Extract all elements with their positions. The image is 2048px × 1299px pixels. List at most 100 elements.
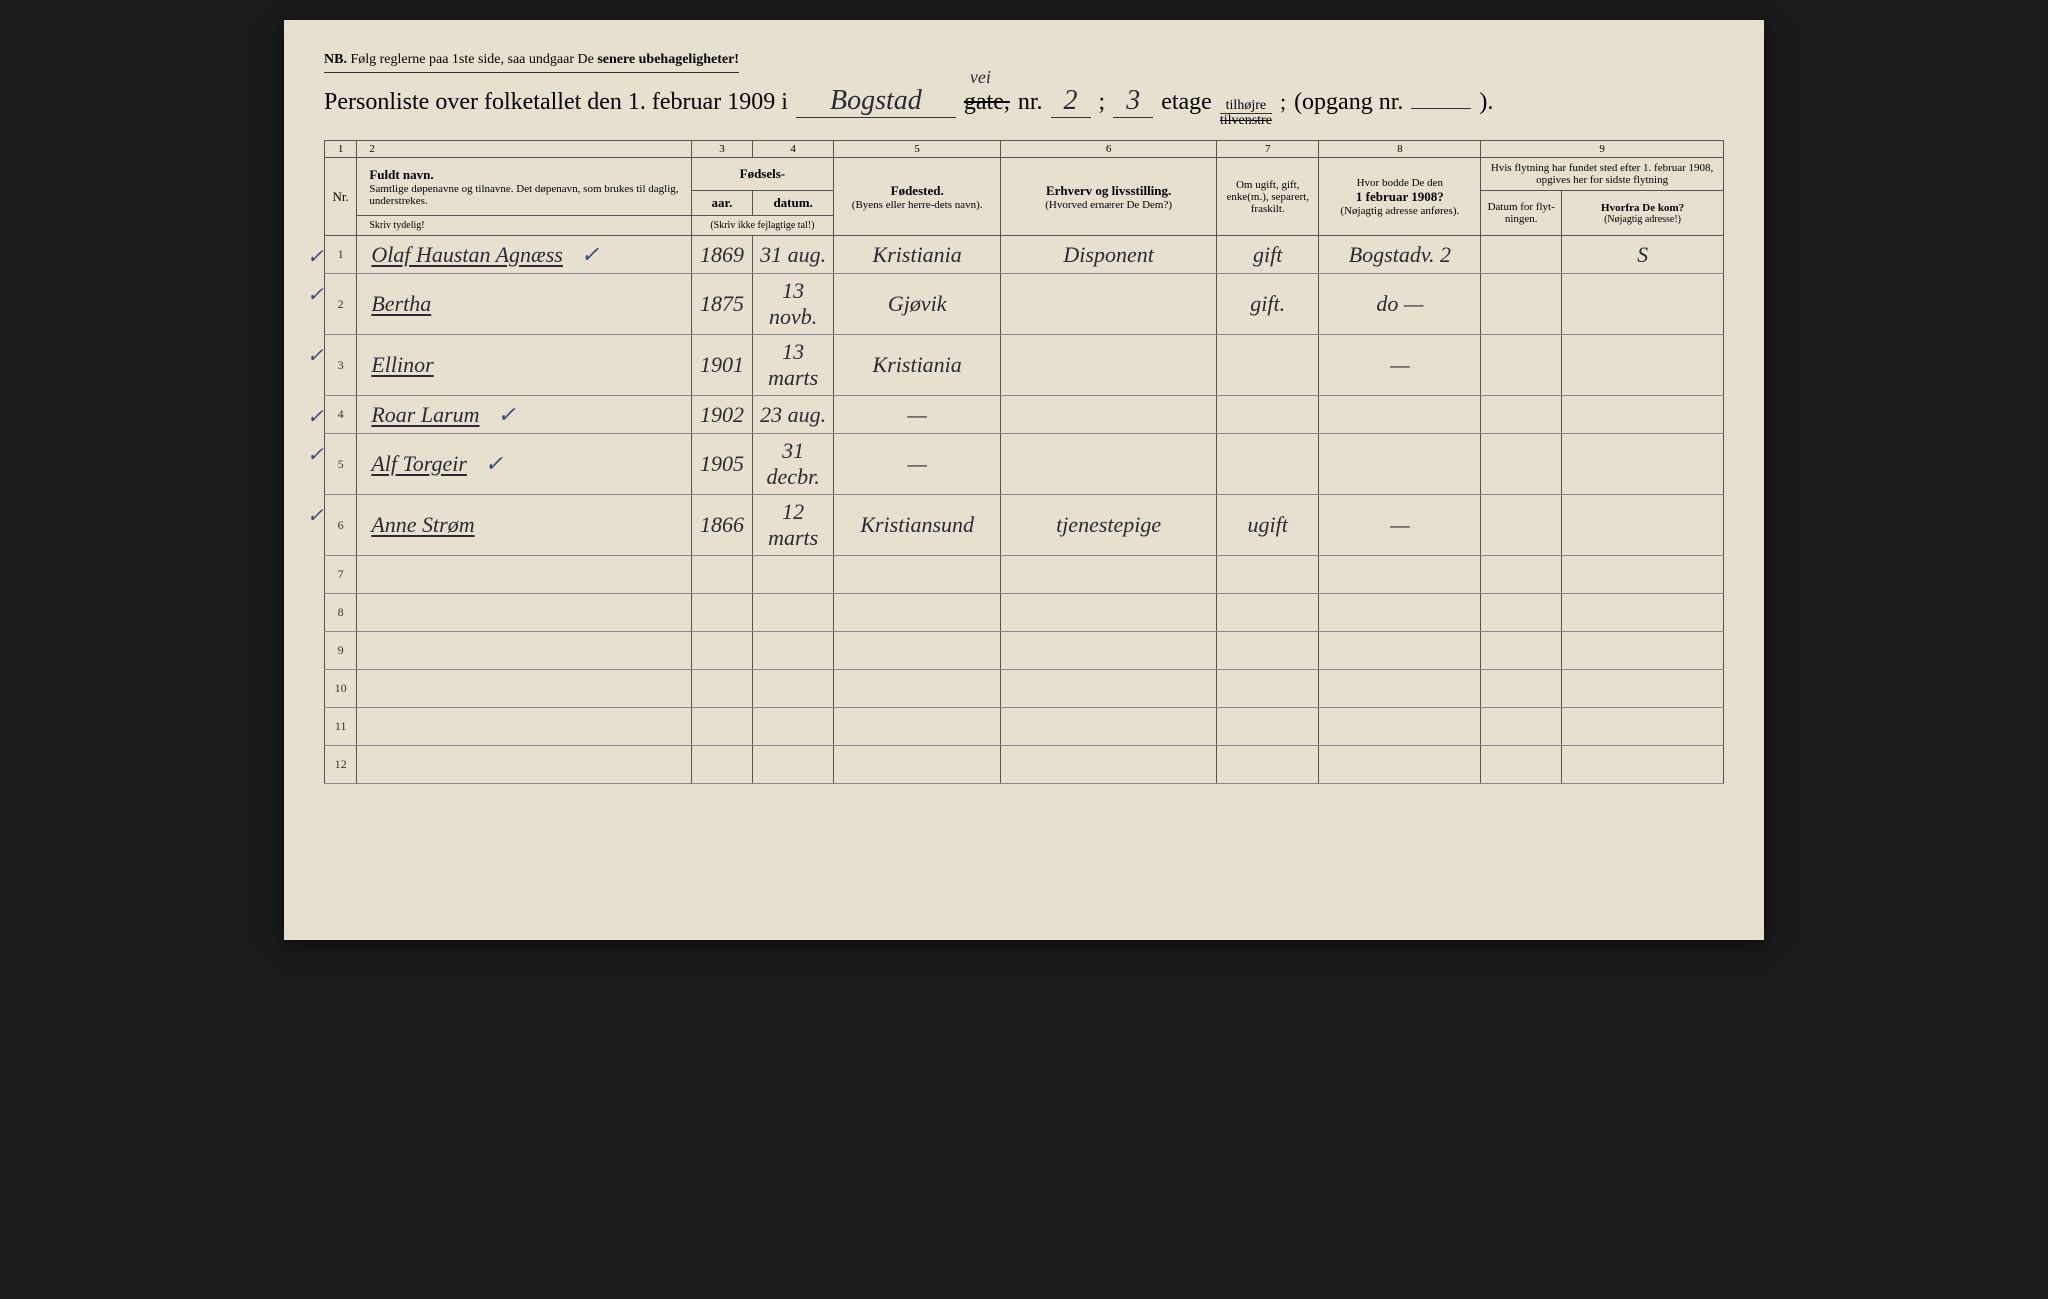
row-year bbox=[691, 670, 752, 708]
row-marital bbox=[1216, 670, 1318, 708]
colnum-5: 5 bbox=[834, 141, 1001, 158]
row-marital bbox=[1216, 632, 1318, 670]
header-name-hint: Skriv tydelig! bbox=[357, 216, 691, 236]
row-nr: 7 bbox=[325, 556, 357, 594]
row-date bbox=[753, 556, 834, 594]
row-marital: gift. bbox=[1216, 274, 1318, 335]
header-birth-hint: (Skriv ikke fejlagtige tal!) bbox=[691, 216, 833, 236]
row-move_from bbox=[1562, 594, 1724, 632]
table-row: 10 bbox=[325, 670, 1724, 708]
nb-bold: senere ubehageligheter! bbox=[597, 52, 739, 67]
row-date: 13 marts bbox=[753, 335, 834, 396]
colnum-3: 3 bbox=[691, 141, 752, 158]
census-table: 1 2 3 4 5 6 7 8 9 Nr. Fuldt navn. Samtli… bbox=[324, 140, 1724, 784]
row-date bbox=[753, 632, 834, 670]
opgang-close: ). bbox=[1479, 89, 1493, 116]
header-prev-b: 1 februar 1908? bbox=[1325, 189, 1474, 205]
opgang-label: (opgang nr. bbox=[1294, 89, 1403, 116]
row-nr: ✓4 bbox=[325, 396, 357, 434]
row-birthplace: — bbox=[834, 434, 1001, 495]
row-name: Ellinor bbox=[357, 335, 691, 396]
colnum-6: 6 bbox=[1001, 141, 1217, 158]
row-move_from bbox=[1562, 708, 1724, 746]
row-nr: ✓6 bbox=[325, 495, 357, 556]
colnum-4: 4 bbox=[753, 141, 834, 158]
row-move_from bbox=[1562, 434, 1724, 495]
header-name: Fuldt navn. bbox=[369, 167, 684, 183]
colnum-1: 1 bbox=[325, 141, 357, 158]
row-year bbox=[691, 746, 752, 784]
row-move_from bbox=[1562, 632, 1724, 670]
row-move_date bbox=[1481, 236, 1562, 274]
checkmark-icon: ✓ bbox=[307, 404, 324, 429]
header-move-date: Datum for flyt-ningen. bbox=[1481, 191, 1562, 236]
etage-label: etage bbox=[1161, 89, 1212, 116]
row-move_date bbox=[1481, 274, 1562, 335]
name-checkmark-icon: ✓ bbox=[498, 402, 516, 427]
row-year bbox=[691, 708, 752, 746]
row-name: Anne Strøm bbox=[357, 495, 691, 556]
title-prefix: Personliste over folketallet den 1. febr… bbox=[324, 89, 788, 116]
row-name bbox=[357, 746, 691, 784]
row-occupation bbox=[1001, 434, 1217, 495]
row-year: 1901 bbox=[691, 335, 752, 396]
checkmark-icon: ✓ bbox=[307, 244, 324, 269]
header-nr: Nr. bbox=[325, 158, 357, 236]
row-marital bbox=[1216, 746, 1318, 784]
row-move_date bbox=[1481, 632, 1562, 670]
row-birthplace bbox=[834, 670, 1001, 708]
nb-text: Følg reglerne paa 1ste side, saa undgaar… bbox=[350, 52, 593, 67]
row-prev_addr bbox=[1319, 746, 1481, 784]
colnum-2: 2 bbox=[357, 141, 691, 158]
row-marital bbox=[1216, 335, 1318, 396]
row-year: 1902 bbox=[691, 396, 752, 434]
side-tilhojre: tilhøjre bbox=[1220, 99, 1272, 114]
row-birthplace bbox=[834, 556, 1001, 594]
opgang-value bbox=[1411, 108, 1471, 109]
semicolon: ; bbox=[1099, 89, 1106, 116]
colnum-9: 9 bbox=[1481, 141, 1724, 158]
row-year: 1866 bbox=[691, 495, 752, 556]
row-marital bbox=[1216, 434, 1318, 495]
row-year bbox=[691, 556, 752, 594]
checkmark-icon: ✓ bbox=[307, 343, 324, 368]
table-row: ✓2Bertha187513 novb.Gjøvikgift.do — bbox=[325, 274, 1724, 335]
row-date: 13 novb. bbox=[753, 274, 834, 335]
checkmark-icon: ✓ bbox=[307, 282, 324, 307]
row-birthplace: Gjøvik bbox=[834, 274, 1001, 335]
header-occupation: Erhverv og livsstilling. bbox=[1007, 183, 1210, 199]
row-marital bbox=[1216, 594, 1318, 632]
row-move_from bbox=[1562, 746, 1724, 784]
row-occupation bbox=[1001, 708, 1217, 746]
row-occupation bbox=[1001, 594, 1217, 632]
row-year: 1905 bbox=[691, 434, 752, 495]
nb-notice: NB. Følg reglerne paa 1ste side, saa und… bbox=[324, 52, 739, 73]
header-move-group: Hvis flytning har fundet sted efter 1. f… bbox=[1481, 158, 1724, 191]
row-prev_addr bbox=[1319, 556, 1481, 594]
row-occupation bbox=[1001, 670, 1217, 708]
row-birthplace: Kristiansund bbox=[834, 495, 1001, 556]
row-move_date bbox=[1481, 708, 1562, 746]
row-date: 12 marts bbox=[753, 495, 834, 556]
table-row: 11 bbox=[325, 708, 1724, 746]
row-move_from bbox=[1562, 556, 1724, 594]
row-date: 31 aug. bbox=[753, 236, 834, 274]
header-marital: Om ugift, gift, enke(m.), separert, fras… bbox=[1216, 158, 1318, 236]
row-marital bbox=[1216, 708, 1318, 746]
street-name: Bogstad bbox=[796, 85, 956, 118]
row-birthplace bbox=[834, 594, 1001, 632]
row-prev_addr bbox=[1319, 434, 1481, 495]
row-nr: ✓3 bbox=[325, 335, 357, 396]
row-date: 23 aug. bbox=[753, 396, 834, 434]
header-year: aar. bbox=[691, 191, 752, 216]
checkmark-icon: ✓ bbox=[307, 442, 324, 467]
row-name: Roar Larum✓ bbox=[357, 396, 691, 434]
row-move_from: S bbox=[1562, 236, 1724, 274]
row-date bbox=[753, 708, 834, 746]
row-birthplace bbox=[834, 632, 1001, 670]
table-row: 9 bbox=[325, 632, 1724, 670]
row-move_date bbox=[1481, 670, 1562, 708]
etage-value: 3 bbox=[1113, 85, 1153, 118]
row-nr: ✓2 bbox=[325, 274, 357, 335]
row-move_date bbox=[1481, 495, 1562, 556]
